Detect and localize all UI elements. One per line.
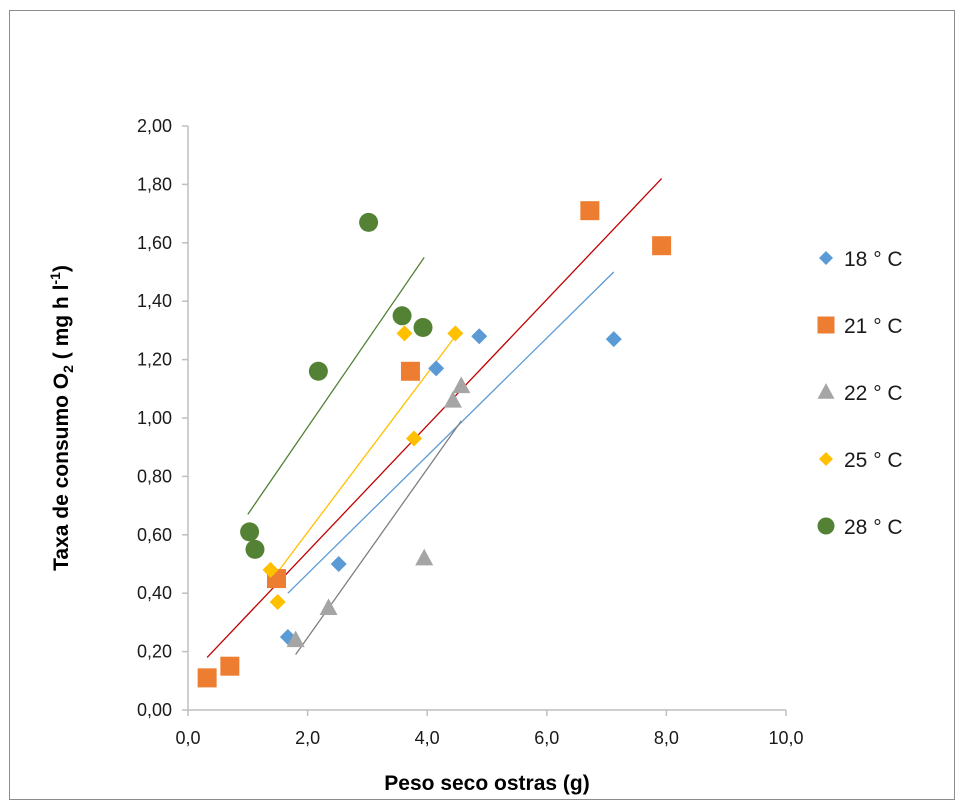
data-point-22c	[319, 598, 338, 615]
y-axis-title: Taxa de consumo O2 ( mg h l-1)	[47, 265, 76, 571]
data-point-21c	[220, 656, 240, 676]
legend-label: 21 ° C	[844, 315, 903, 338]
data-point-21c	[652, 236, 672, 256]
y-tick-label: 2,00	[137, 116, 172, 136]
data-point-22c	[286, 630, 305, 648]
data-point-18c	[330, 556, 347, 572]
y-tick-label: 0,60	[137, 525, 172, 545]
data-point-18c	[605, 331, 622, 348]
y-axis-title-end: )	[50, 265, 73, 272]
y-tick-label: 0,40	[137, 583, 172, 603]
data-point-28c	[392, 306, 412, 326]
x-tick-label: 4,0	[415, 728, 440, 748]
y-tick-label: 1,40	[137, 291, 172, 311]
trendline-28c	[247, 257, 425, 515]
x-tick-label: 6,0	[534, 728, 559, 748]
legend-label: 25 ° C	[844, 449, 903, 472]
y-axis-title-superscript: -1	[47, 272, 63, 285]
legend: 18 ° C 21 ° C 22 ° C 25 ° C 28 ° C	[817, 248, 903, 539]
data-point-28c	[359, 212, 379, 232]
data-point-22c	[452, 376, 471, 394]
y-tick-label: 1,00	[137, 408, 172, 428]
data-point-28c	[240, 522, 260, 542]
x-tick-label: 0,0	[175, 728, 200, 748]
data-point-21c	[400, 361, 420, 381]
data-point-25c	[406, 430, 423, 447]
data-point-18c	[471, 328, 488, 345]
trendline-22c	[295, 420, 462, 655]
data-point-25c	[447, 325, 464, 342]
y-tick-label: 1,60	[137, 233, 172, 253]
x-tick-label: 10,0	[768, 728, 803, 748]
y-axis-ticks: 0,00 0,20 0,40 0,60 0,80 1,00 1,20 1,40 1,60 1,80…	[137, 116, 188, 720]
y-axis-title-middle: ( mg h l	[50, 285, 73, 366]
data-point-28c	[245, 539, 265, 559]
chart-frame	[9, 10, 955, 800]
y-tick-label: 0,80	[137, 466, 172, 486]
legend-label: 22 ° C	[844, 382, 903, 405]
x-tick-label: 8,0	[654, 728, 679, 748]
x-tick-label: 2,0	[295, 728, 320, 748]
data-point-25c	[262, 561, 279, 578]
data-points	[197, 201, 672, 688]
x-axis-ticks: 0,0 2,0 4,0 6,0 8,0 10,0	[175, 710, 804, 748]
legend-label: 28 ° C	[844, 516, 903, 539]
y-tick-label: 0,00	[137, 700, 172, 720]
y-tick-label: 1,80	[137, 174, 172, 194]
data-point-22c	[443, 391, 462, 408]
legend-marker-21c	[817, 316, 835, 334]
y-axis-title-main: Taxa de consumo O	[50, 373, 73, 571]
trendline-25c	[270, 335, 456, 582]
y-axis-title-subscript: 2	[60, 365, 76, 373]
data-point-25c	[269, 593, 286, 610]
data-point-18c	[428, 360, 445, 377]
axes	[187, 126, 786, 711]
data-point-21c	[197, 668, 217, 688]
legend-marker-28c	[817, 517, 835, 535]
legend-marker-25c	[819, 452, 833, 466]
data-point-21c	[580, 201, 600, 221]
data-point-28c	[308, 361, 328, 381]
trendline-18c	[287, 271, 615, 594]
x-axis-title: Peso seco ostras (g)	[384, 772, 589, 795]
legend-marker-18c	[819, 251, 833, 265]
data-point-22c	[415, 548, 434, 566]
y-tick-label: 1,20	[137, 350, 172, 370]
legend-marker-22c	[817, 383, 835, 399]
data-point-25c	[396, 325, 413, 342]
data-point-28c	[413, 317, 433, 337]
y-tick-label: 0,20	[137, 642, 172, 662]
legend-label: 18 ° C	[844, 248, 903, 271]
